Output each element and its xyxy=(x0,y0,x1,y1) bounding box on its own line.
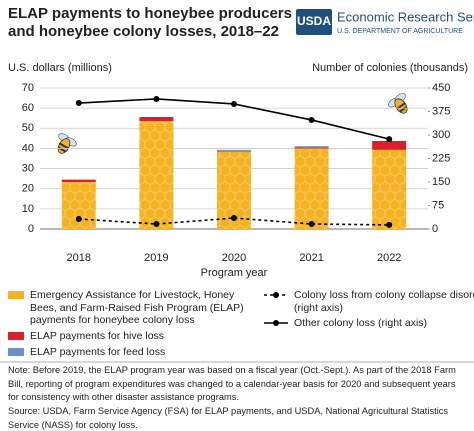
legend-swatch xyxy=(273,292,279,298)
legend-swatch xyxy=(8,332,24,340)
source: Source: USDA, Farm Service Agency (FSA) … xyxy=(8,406,449,430)
legend-label: Emergency Assistance for Livestock, Hone… xyxy=(30,289,244,326)
y2-tick-label: 300 xyxy=(432,129,450,141)
y-tick-label: 50 xyxy=(22,122,34,134)
bar-texture xyxy=(139,121,174,229)
x-tick-label: 2018 xyxy=(67,252,91,264)
agency: Economic Research Service xyxy=(337,9,474,24)
bar-texture xyxy=(372,149,407,229)
line-point xyxy=(308,116,315,123)
y-tick-label: 0 xyxy=(28,223,34,235)
line-point xyxy=(231,215,237,222)
bee xyxy=(57,133,77,154)
bar-segment xyxy=(217,149,251,151)
bar-segment xyxy=(217,150,251,152)
logo-mark: USDA xyxy=(297,14,331,28)
legend-label: ELAP payments for hive loss xyxy=(30,330,165,342)
y-tick-label: 70 xyxy=(22,82,34,94)
line-point xyxy=(153,95,160,102)
line-point xyxy=(386,221,393,228)
bar-segment xyxy=(139,117,174,122)
y2-tick-label: 375 xyxy=(432,105,450,117)
y-tick-label: 40 xyxy=(22,142,34,154)
x-axis-title: Program year xyxy=(201,267,268,279)
line-point xyxy=(231,100,237,107)
y2-tick-label: 150 xyxy=(432,176,450,188)
legend-label: ELAP payments for feed loss xyxy=(30,346,166,358)
line-point xyxy=(75,215,82,222)
logo-box xyxy=(296,9,332,35)
y-axis-title: U.S. dollars (millions) xyxy=(8,62,112,74)
legend-label: Other colony loss (right axis) xyxy=(294,317,428,329)
bar-segment xyxy=(372,140,407,150)
department: U.S. DEPARTMENT OF AGRICULTURE xyxy=(337,28,463,35)
x-tick-label: 2020 xyxy=(222,252,246,264)
y-tick-label: 10 xyxy=(22,203,34,215)
y2-tick-label: 450 xyxy=(432,82,450,94)
y2-tick-label: 0 xyxy=(432,223,438,235)
y2-tick-label: 225 xyxy=(432,152,450,164)
line-point xyxy=(153,220,160,227)
bee xyxy=(388,93,408,114)
bar-segment xyxy=(294,147,329,149)
y-tick-label: 30 xyxy=(22,162,34,174)
line-point xyxy=(75,100,82,107)
y2-tick-label: 75 xyxy=(432,199,444,211)
legend-swatch xyxy=(8,291,24,299)
x-tick-label: 2022 xyxy=(377,252,401,264)
bar-segment xyxy=(61,179,96,183)
bar-texture xyxy=(294,148,329,229)
note: Note: Before 2019, the ELAP program year… xyxy=(8,365,456,402)
legend-swatch xyxy=(273,320,279,326)
chart-title: ELAP payments to honeybee producers and … xyxy=(8,5,292,40)
line-point xyxy=(308,220,315,227)
y-tick-label: 60 xyxy=(22,102,34,114)
bar-segment xyxy=(294,146,329,148)
x-tick-label: 2021 xyxy=(299,252,323,264)
y2-axis-title: Number of colonies (thousands) xyxy=(312,62,468,74)
line-series xyxy=(78,217,390,226)
y-tick-label: 20 xyxy=(22,183,34,195)
legend-label: Colony loss from colony collapse disorde… xyxy=(294,289,474,314)
x-tick-label: 2019 xyxy=(144,252,168,264)
line-point xyxy=(386,136,393,143)
legend-swatch xyxy=(8,348,24,356)
